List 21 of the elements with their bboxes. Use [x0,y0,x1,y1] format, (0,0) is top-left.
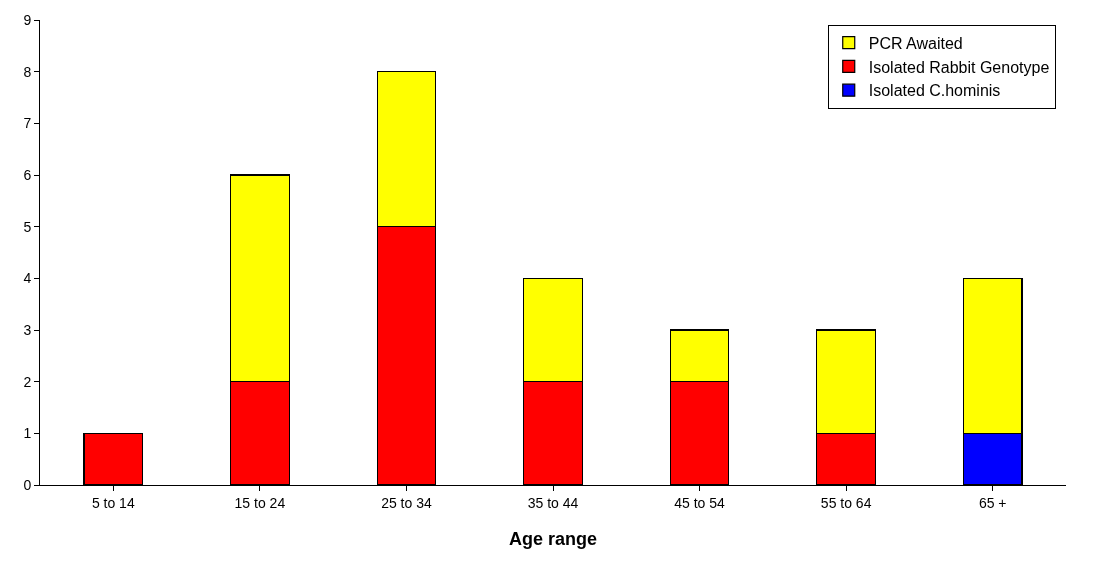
y-tick-label: 8 [23,63,32,80]
y-tick-label: 2 [23,373,32,390]
y-tick-label: 7 [23,115,32,132]
y-tick-label: 5 [23,218,32,235]
x-tick-label: 15 to 24 [234,494,286,511]
y-tick-label: 1 [23,425,32,442]
x-tick-label: 25 to 34 [381,494,432,511]
x-tick-label: 65 + [978,494,1007,511]
legend-label: Isolated C.hominis [868,82,1001,100]
x-tick-label: 45 to 54 [674,494,726,511]
y-tick-label: 3 [23,321,32,338]
y-tick-label: 4 [23,270,32,287]
y-tick-label: 0 [23,476,32,493]
x-axis-title: Age range [508,528,598,549]
legend-label: Isolated Rabbit Genotype [868,58,1050,76]
x-tick-label: 5 to 14 [91,494,135,511]
legend-label: PCR Awaited [868,34,963,52]
x-tick-label: 55 to 64 [820,494,872,511]
y-tick-label: 9 [23,11,32,28]
x-tick-label: 35 to 44 [527,494,579,511]
y-tick-label: 6 [23,166,32,183]
